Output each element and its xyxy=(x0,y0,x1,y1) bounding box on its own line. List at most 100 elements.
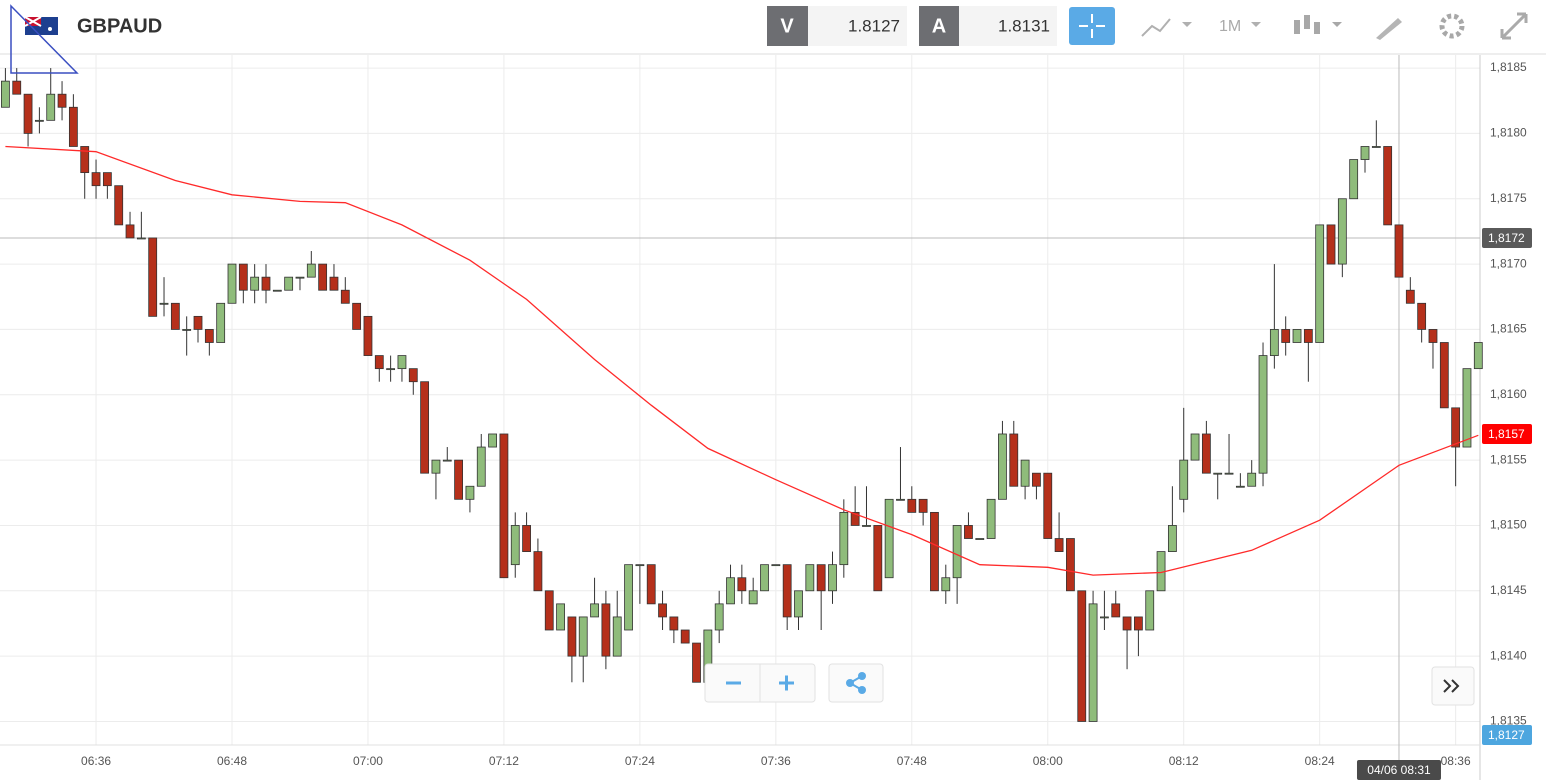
candle-body xyxy=(136,237,146,240)
drawn-triangle[interactable] xyxy=(10,4,79,74)
y-tick-label: 1,8185 xyxy=(1490,60,1527,74)
candle-body xyxy=(816,564,826,592)
candle-body xyxy=(1167,525,1177,552)
zoom-controls[interactable] xyxy=(704,663,816,703)
candle-body xyxy=(1417,302,1427,330)
candle-body xyxy=(556,603,565,631)
candle-body xyxy=(1326,224,1336,265)
candle-body xyxy=(1394,224,1404,278)
candle-body xyxy=(1281,329,1291,343)
settings-button[interactable] xyxy=(1439,13,1465,39)
candle-body xyxy=(261,276,271,291)
chart-type-button[interactable] xyxy=(1141,18,1192,37)
candle-body xyxy=(578,616,588,657)
candle-body xyxy=(1315,224,1325,343)
candle-body xyxy=(510,525,520,566)
candle-body xyxy=(839,511,849,566)
fullscreen-button[interactable] xyxy=(1500,12,1528,40)
candle-body xyxy=(930,511,939,592)
candle-body xyxy=(408,368,418,383)
time-tag-label: 04/06 08:31 xyxy=(1367,763,1431,777)
y-tick-label: 1,8155 xyxy=(1490,452,1527,466)
candle-body xyxy=(499,433,509,579)
candle-body xyxy=(714,603,724,631)
candle-body xyxy=(1224,472,1234,475)
timeframe[interactable]: 1M xyxy=(1219,18,1241,35)
candle-body xyxy=(397,355,407,370)
candle-body xyxy=(1020,459,1030,487)
candle-body xyxy=(1179,459,1189,500)
candle-body xyxy=(1360,146,1370,160)
candle-body xyxy=(1258,355,1268,474)
x-tick-label: 07:48 xyxy=(897,754,927,768)
candle-body xyxy=(862,525,871,527)
candle-body xyxy=(782,564,792,618)
candle-body xyxy=(420,381,430,474)
bid-box[interactable] xyxy=(767,6,808,46)
x-tick-label: 08:36 xyxy=(1441,754,1471,768)
candle-body xyxy=(1383,146,1393,226)
ask-label: A xyxy=(932,15,946,37)
candle-body xyxy=(1100,616,1109,619)
candle-body xyxy=(193,315,203,330)
candle-body xyxy=(488,433,497,448)
price-tag xyxy=(1482,725,1532,745)
candle-body xyxy=(1009,433,1019,487)
candle-body xyxy=(680,629,690,644)
time-tag xyxy=(1356,760,1441,780)
x-tick-label: 07:00 xyxy=(353,754,383,768)
candle-body xyxy=(1451,407,1461,448)
candle-body xyxy=(159,302,169,305)
candle-body xyxy=(57,93,67,108)
candle-body xyxy=(771,564,781,567)
candle-body xyxy=(1134,616,1143,631)
candle-body xyxy=(601,603,611,657)
bid-value-box xyxy=(808,6,907,46)
candle-body xyxy=(442,459,452,462)
candle-body xyxy=(386,368,396,371)
x-tick-label: 07:36 xyxy=(761,754,791,768)
candle-body xyxy=(590,603,599,618)
candle-body xyxy=(567,616,577,657)
candle-body xyxy=(1190,433,1200,461)
candle-style-button[interactable] xyxy=(1294,15,1342,34)
candle-body xyxy=(907,498,917,513)
candle-body xyxy=(952,525,962,579)
candle-body xyxy=(1439,342,1449,409)
candle-body xyxy=(23,93,33,134)
x-tick-label: 07:24 xyxy=(625,754,655,768)
candle-body xyxy=(80,146,90,174)
candle-body xyxy=(1405,289,1415,304)
candle-body xyxy=(544,590,554,631)
x-tick-label: 06:48 xyxy=(217,754,247,768)
candle-body xyxy=(533,551,543,592)
candle-body xyxy=(1349,159,1359,200)
candle-body xyxy=(646,564,656,605)
x-tick-label: 08:12 xyxy=(1169,754,1199,768)
price-tag-label: 1,8172 xyxy=(1488,231,1525,245)
candle-body xyxy=(204,329,214,343)
candle-body xyxy=(805,564,815,592)
candle-body xyxy=(465,485,475,500)
scroll-latest-button[interactable] xyxy=(1431,666,1475,706)
draw-tool-button[interactable] xyxy=(1376,18,1402,40)
y-tick-label: 1,8140 xyxy=(1490,648,1527,662)
candle-body xyxy=(306,263,316,278)
share-button[interactable] xyxy=(828,663,884,703)
candle-body xyxy=(227,263,237,304)
candle-body xyxy=(1043,472,1053,539)
candle-body xyxy=(1371,146,1381,148)
candle-body xyxy=(1235,485,1245,488)
candle-body xyxy=(748,590,758,605)
y-tick-label: 1,8180 xyxy=(1490,126,1527,140)
crosshair-button[interactable] xyxy=(1069,7,1115,45)
candle-body xyxy=(1473,342,1483,370)
candle-body xyxy=(363,315,373,356)
candle-body xyxy=(669,616,679,631)
candle-body xyxy=(612,616,622,657)
ask-box[interactable] xyxy=(919,6,959,46)
y-tick-label: 1,8135 xyxy=(1490,714,1527,728)
candle-body xyxy=(340,289,350,304)
y-tick-label: 1,8165 xyxy=(1490,322,1527,336)
candle-body xyxy=(125,224,135,239)
